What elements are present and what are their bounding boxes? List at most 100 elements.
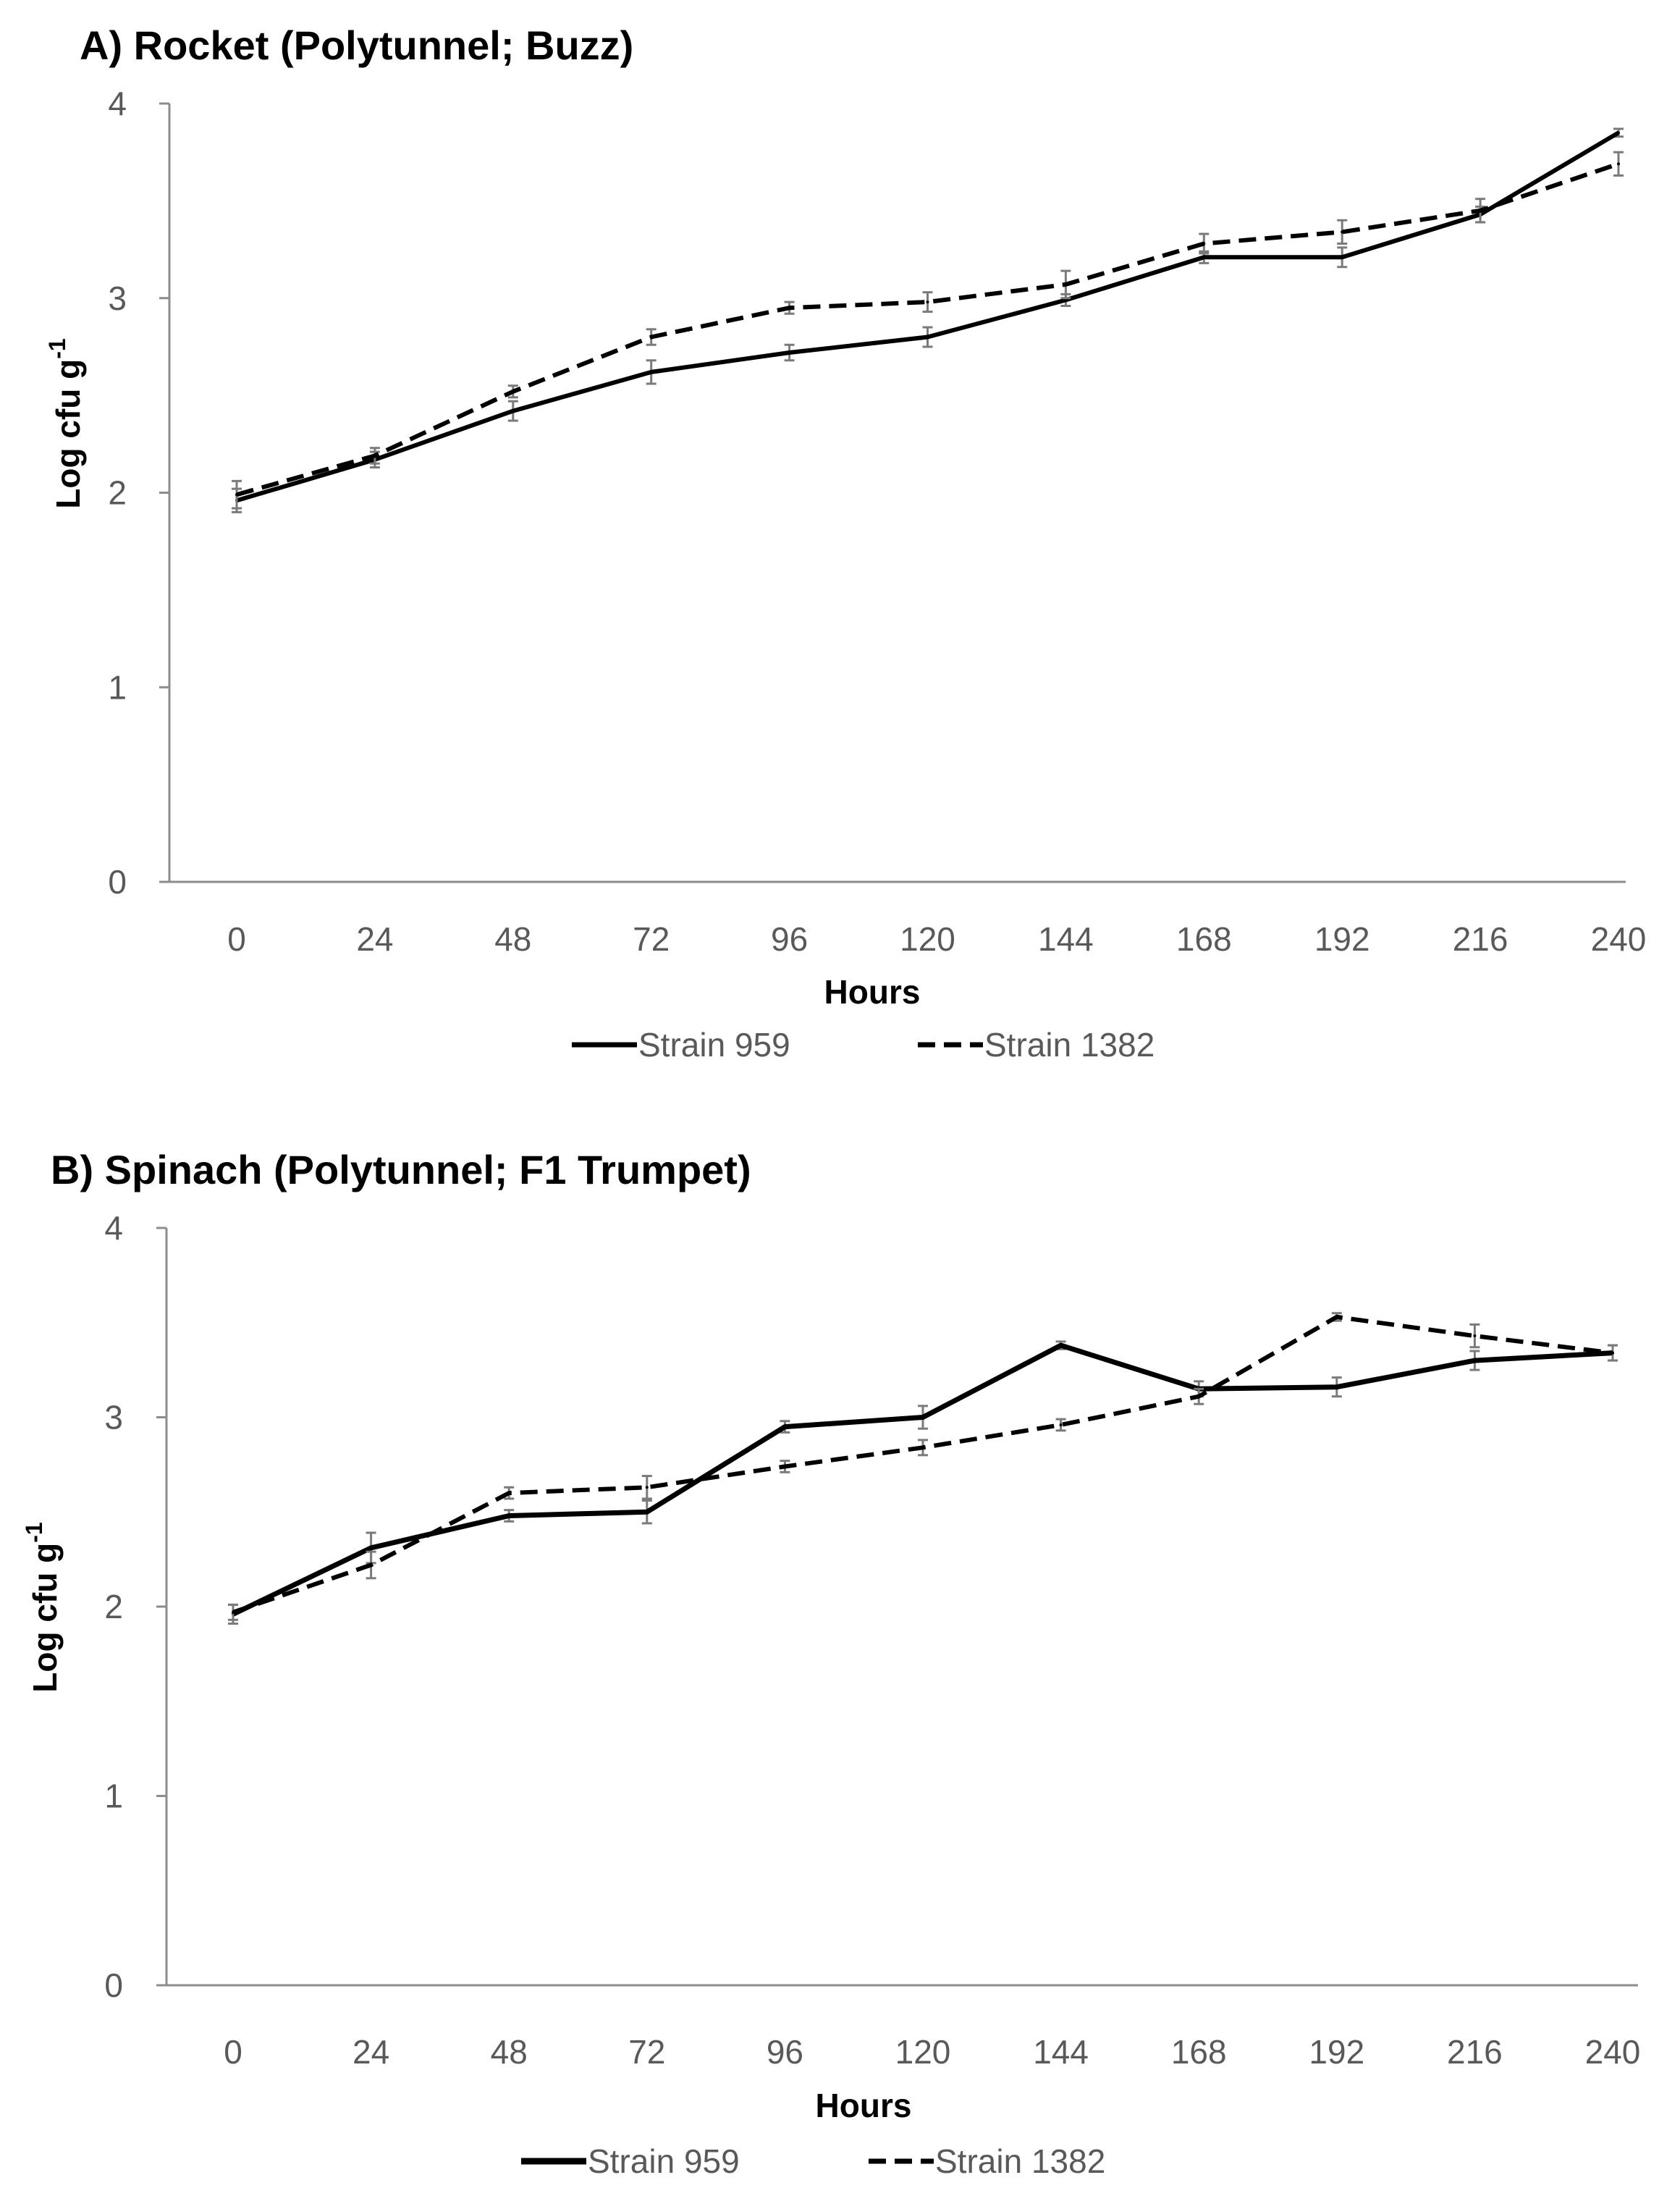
panel-a-y-tick-label: 2	[108, 474, 127, 512]
panel-a-y-axis-label-text: Log cfu g	[49, 359, 87, 509]
panel-b-x-tick-label: 48	[491, 2033, 528, 2071]
panel-b-x-tick-label: 72	[628, 2033, 665, 2071]
panel-b-x-tick-label: 24	[353, 2033, 389, 2071]
panel-a-point-strain-1382	[1202, 242, 1206, 245]
panel-a-rocket: A) Rocket (Polytunnel; Buzz) Log cfu g-1…	[44, 22, 1646, 1064]
panel-a-point-strain-1382	[649, 335, 653, 339]
panel-a-point-strain-959	[1341, 256, 1344, 259]
panel-a-x-ticks: 0 24 48 72 96 120 144 168 192 216 240	[227, 920, 1646, 958]
panel-b-y-ticks: 0 1 2 3 4	[104, 1209, 166, 2004]
panel-b-point-strain-959	[507, 1514, 511, 1518]
panel-b-point-strain-1382	[645, 1486, 649, 1489]
panel-b-x-ticks: 0 24 48 72 96 120 144 168 192 216 240	[224, 2033, 1640, 2071]
panel-a-point-strain-1382	[926, 300, 929, 304]
panel-b-legend-label-strain-959: Strain 959	[588, 2142, 740, 2180]
panel-b-x-tick-label: 144	[1033, 2033, 1089, 2071]
panel-a-y-ticks: 0 1 2 3 4	[108, 85, 169, 901]
panel-a-point-strain-1382	[511, 390, 515, 393]
panel-b-point-strain-1382	[783, 1465, 787, 1468]
panel-b-y-axis-label-text: Log cfu g	[26, 1543, 64, 1693]
panel-a-x-tick-label: 120	[900, 920, 955, 958]
panel-a-x-tick-label: 168	[1176, 920, 1232, 958]
panel-a-series-strain-959	[232, 127, 1624, 513]
panel-b-point-strain-1382	[369, 1563, 373, 1567]
panel-a-point-strain-959	[1617, 131, 1620, 135]
panel-b-y-tick-label: 1	[104, 1777, 123, 1815]
panel-a-point-strain-1382	[1341, 230, 1344, 234]
panel-b-x-tick-label: 240	[1585, 2033, 1641, 2071]
panel-a-point-strain-1382	[788, 306, 791, 310]
panel-b-point-strain-1382	[232, 1610, 235, 1614]
panel-b-point-strain-959	[369, 1546, 373, 1549]
panel-b-x-tick-label: 120	[895, 2033, 951, 2071]
panel-b-point-strain-959	[783, 1425, 787, 1428]
panel-a-legend-label-strain-1382: Strain 1382	[984, 1026, 1155, 1064]
panel-b-x-axis-label: Hours	[816, 2087, 912, 2124]
panel-b-legend: Strain 959 Strain 1382	[521, 2142, 1105, 2180]
panel-a-point-strain-1382	[1479, 209, 1482, 212]
panel-a-x-tick-label: 72	[633, 920, 670, 958]
panel-b-x-tick-label: 216	[1447, 2033, 1503, 2071]
panel-a-point-strain-1382	[373, 454, 376, 458]
panel-b-y-axis-label: Log cfu g-1	[21, 1522, 64, 1692]
panel-a-x-tick-label: 24	[356, 920, 393, 958]
panel-a-title: A) Rocket (Polytunnel; Buzz)	[80, 22, 633, 68]
panel-b-x-tick-label: 192	[1309, 2033, 1364, 2071]
panel-b-series-strain-959	[228, 1340, 1618, 1625]
panel-a-series	[232, 127, 1624, 513]
panel-b-point-strain-1382	[1059, 1423, 1063, 1426]
svg-text:Log cfu g-1: Log cfu g-1	[44, 338, 87, 508]
panel-b-line-strain-959	[232, 1342, 1613, 1617]
panel-a-y-axis-label-sup: -1	[44, 338, 70, 358]
panel-b-point-strain-959	[1335, 1385, 1338, 1389]
panel-b-point-strain-1382	[1197, 1394, 1201, 1398]
panel-b-point-strain-1382	[921, 1446, 924, 1449]
panel-a-x-tick-label: 48	[494, 920, 531, 958]
panel-b-x-tick-label: 168	[1171, 2033, 1227, 2071]
panel-b-x-tick-label: 96	[767, 2033, 803, 2071]
panel-b-x-tick-label: 0	[224, 2033, 242, 2071]
panel-a-x-tick-label: 216	[1453, 920, 1508, 958]
panel-a-y-tick-label: 3	[108, 279, 127, 317]
panel-a-series-strain-1382	[232, 151, 1624, 510]
panel-a-y-tick-label: 0	[108, 863, 127, 901]
panel-b-point-strain-1382	[507, 1491, 511, 1495]
panel-b-y-tick-label: 2	[104, 1588, 123, 1625]
panel-b-point-strain-959	[645, 1510, 649, 1514]
panel-b-point-strain-959	[1059, 1344, 1063, 1347]
panel-b-title: B) Spinach (Polytunnel; F1 Trumpet)	[51, 1147, 751, 1192]
panel-b-point-strain-1382	[1611, 1351, 1614, 1355]
panel-a-x-axis-label: Hours	[824, 973, 921, 1011]
panel-a-x-tick-label: 96	[771, 920, 808, 958]
panel-b-point-strain-1382	[1335, 1315, 1338, 1318]
panel-b-line-strain-1382	[232, 1314, 1613, 1615]
panel-b-y-tick-label: 4	[104, 1209, 123, 1247]
panel-a-y-tick-label: 1	[108, 668, 127, 706]
panel-b-point-strain-959	[921, 1415, 924, 1419]
panel-a-line-strain-959	[236, 130, 1620, 503]
panel-a-legend-label-strain-959: Strain 959	[638, 1026, 790, 1064]
panel-a-point-strain-959	[649, 370, 653, 374]
panel-a-point-strain-1382	[1617, 162, 1620, 166]
panel-a-legend: Strain 959 Strain 1382	[572, 1026, 1155, 1064]
panel-a-y-axis-label: Log cfu g-1	[44, 338, 87, 508]
panel-a-x-tick-label: 144	[1038, 920, 1094, 958]
panel-b-point-strain-959	[1473, 1359, 1477, 1363]
panel-a-point-strain-959	[788, 351, 791, 354]
panel-b-legend-label-strain-1382: Strain 1382	[935, 2142, 1105, 2180]
panel-a-point-strain-959	[1064, 298, 1068, 302]
panel-a-point-strain-1382	[235, 493, 238, 497]
panel-a-y-tick-label: 4	[108, 85, 127, 122]
panel-b-spinach: B) Spinach (Polytunnel; F1 Trumpet) Log …	[21, 1147, 1640, 2180]
panel-a-point-strain-1382	[1064, 282, 1068, 286]
panel-b-y-tick-label: 0	[104, 1966, 123, 2004]
panel-b-y-axis-label-sup: -1	[21, 1522, 47, 1542]
panel-b-series	[228, 1312, 1618, 1625]
panel-a-x-tick-label: 240	[1591, 920, 1647, 958]
panel-a-line-strain-1382	[236, 161, 1619, 497]
panel-a-x-tick-label: 192	[1314, 920, 1370, 958]
panel-b-series-strain-1382	[228, 1312, 1618, 1621]
panel-a-x-tick-label: 0	[227, 920, 246, 958]
panel-b-y-tick-label: 3	[104, 1399, 123, 1436]
